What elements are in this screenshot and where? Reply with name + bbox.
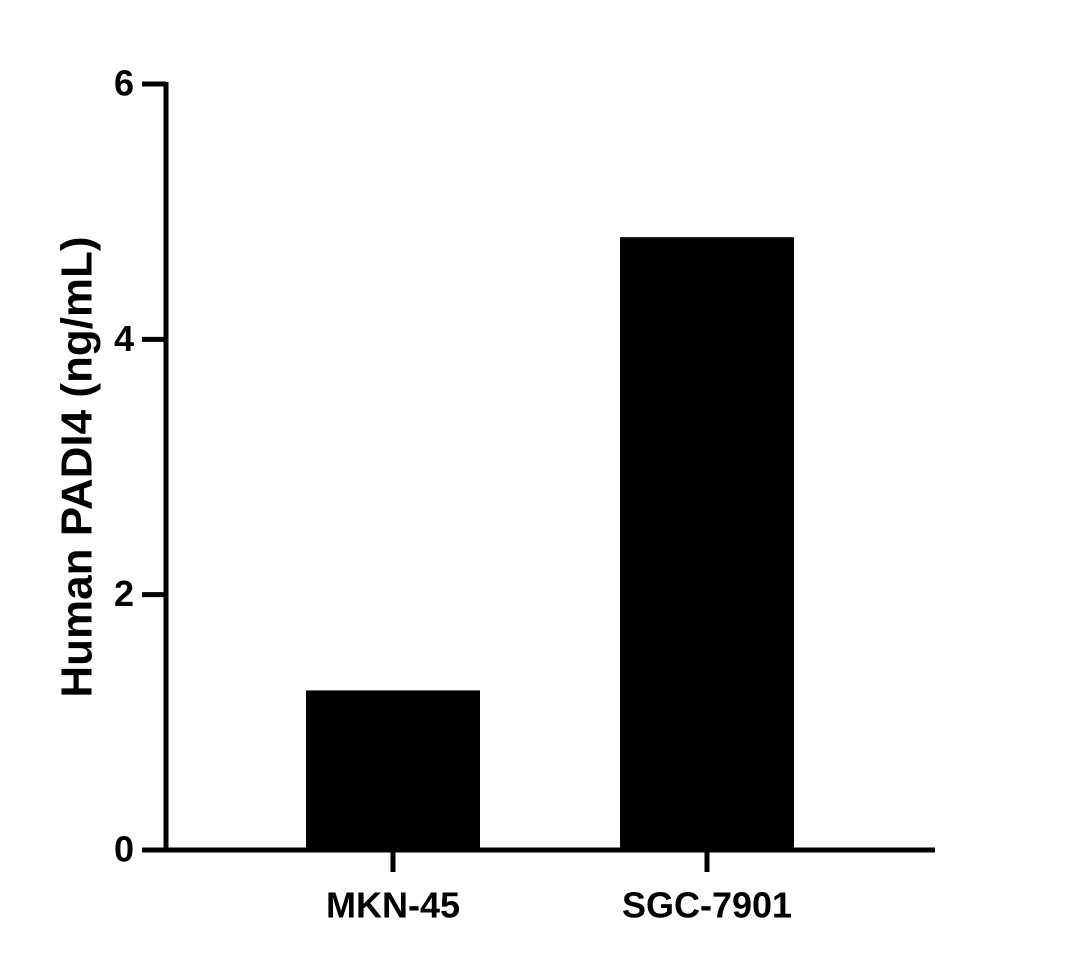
bar <box>620 237 794 850</box>
y-axis-title: Human PADI4 (ng/mL) <box>53 236 102 697</box>
y-tick-label: 4 <box>114 318 134 359</box>
y-tick-label: 0 <box>114 829 134 870</box>
y-tick-label: 2 <box>114 573 134 614</box>
bar <box>306 690 480 850</box>
x-tick-label: SGC-7901 <box>622 885 792 926</box>
y-tick-label: 6 <box>114 63 134 104</box>
x-tick-label: MKN-45 <box>326 885 460 926</box>
